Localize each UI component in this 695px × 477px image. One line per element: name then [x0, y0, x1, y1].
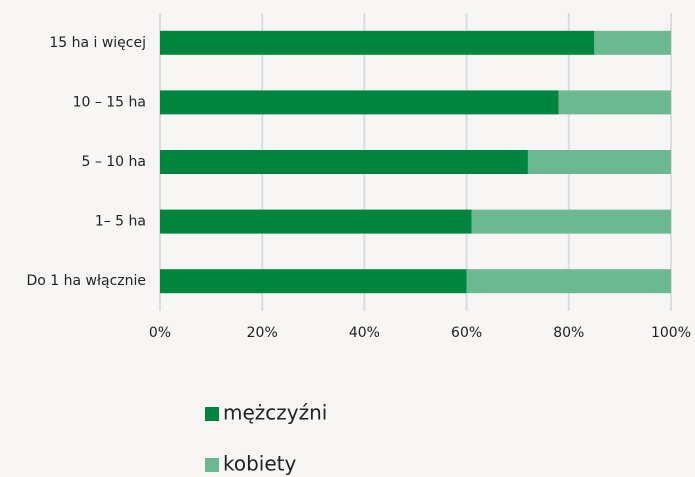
y-tick-label: 10 – 15 ha [73, 94, 146, 110]
x-tick-label: 40% [349, 325, 380, 341]
y-tick-label: 1– 5 ha [95, 214, 146, 230]
legend-swatch [205, 407, 219, 421]
legend-text: kobiety [223, 452, 297, 476]
bar-segment [471, 209, 671, 234]
y-tick-label: Do 1 ha włącznie [27, 273, 147, 289]
bar-segment [160, 90, 559, 115]
x-tick-label: 0% [149, 325, 171, 341]
x-tick-label: 60% [451, 325, 482, 341]
x-tick-label: 20% [247, 325, 278, 341]
bar-segment [527, 150, 671, 174]
bar-segment [558, 90, 671, 115]
legend-swatch [205, 458, 219, 472]
y-tick-label: 5 – 10 ha [81, 154, 146, 170]
x-tick-label: 100% [651, 325, 691, 341]
y-tick-label: 15 ha i więcej [49, 35, 146, 51]
bar-segment [160, 209, 472, 234]
x-tick-label: 80% [553, 325, 584, 341]
bar-segment [160, 30, 595, 55]
legend-text: mężczyźni [223, 401, 327, 425]
bar-segment [160, 269, 467, 294]
bar-segment [594, 30, 671, 55]
bar-segment [466, 269, 671, 294]
bar-segment [160, 150, 528, 174]
